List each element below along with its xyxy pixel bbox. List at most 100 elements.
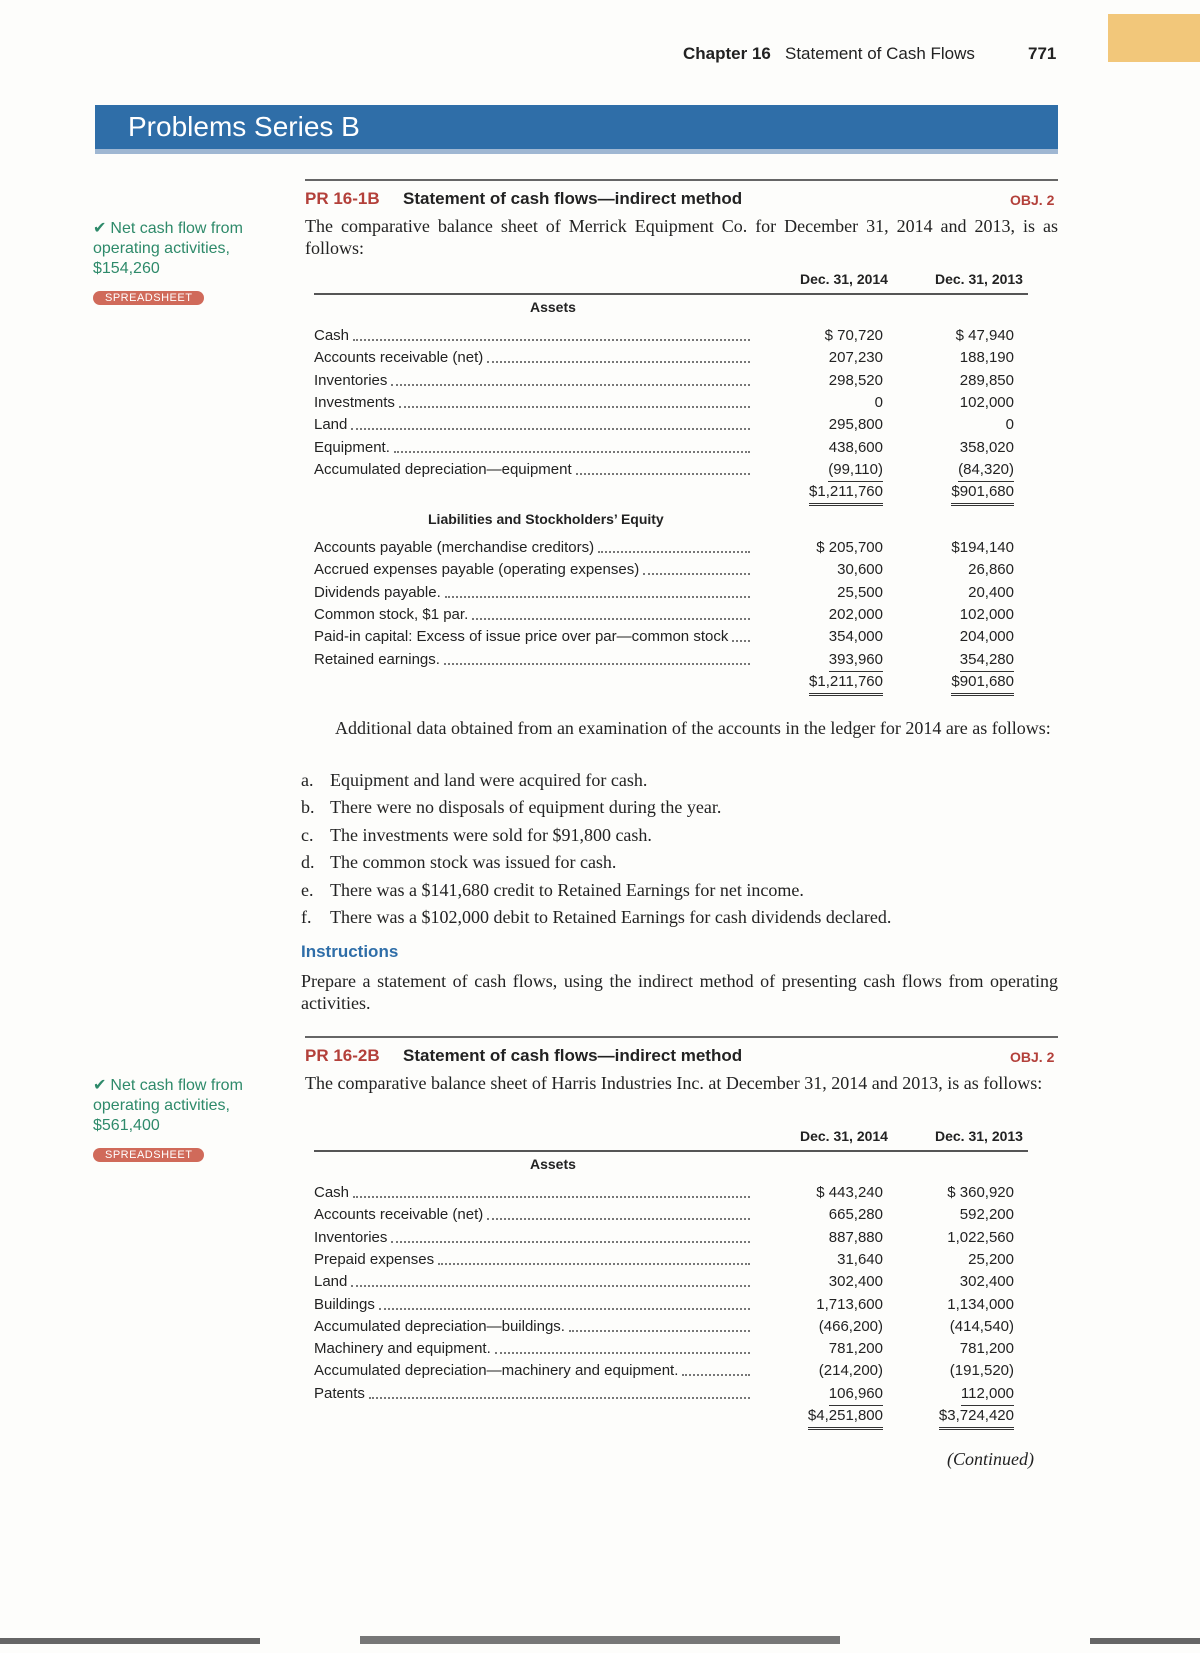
label-text: Dividends payable.	[314, 583, 441, 601]
value-cell: 438,600	[754, 437, 883, 459]
table-row: Paid-in capital: Excess of issue price o…	[314, 626, 1014, 648]
total-value: $901,680	[951, 671, 1014, 696]
dot-leader	[378, 1294, 750, 1310]
total-row: $1,211,760 $901,680	[314, 481, 1014, 507]
dot-leader	[472, 604, 750, 620]
value: $ 360,920	[947, 1184, 1014, 1201]
value-cell: 1,713,600	[754, 1294, 883, 1316]
table-row: Cash $ 443,240 $ 360,920	[314, 1182, 1014, 1204]
row-label: Land	[314, 414, 754, 436]
chapter: Chapter 16	[683, 44, 771, 63]
data-item: e. There was a $141,680 credit to Retaine…	[301, 879, 804, 901]
value: (84,320)	[958, 459, 1014, 482]
check-icon: ✔	[93, 220, 107, 237]
value-cell: 298,520	[754, 370, 883, 392]
value: 31,640	[837, 1250, 883, 1268]
label-text: Machinery and equipment.	[314, 1340, 491, 1358]
value: 20,400	[968, 583, 1014, 601]
value: 781,200	[828, 1340, 883, 1358]
value-cell: 25,200	[883, 1249, 1014, 1271]
column-header: Dec. 31, 2013	[935, 1128, 1023, 1144]
rule	[305, 179, 1058, 181]
table-row: Buildings 1,713,600 1,134,000	[314, 1294, 1014, 1316]
value: 295,800	[828, 416, 883, 434]
additional-data: Additional data obtained from an examina…	[335, 717, 1051, 738]
data-item: d. The common stock was issued for cash.	[301, 851, 616, 873]
label-text: Accounts receivable (net)	[314, 349, 484, 367]
label-text: Prepaid expenses	[314, 1250, 435, 1268]
value-cell: $ 443,240	[754, 1182, 883, 1204]
dot-leader	[444, 582, 750, 598]
spreadsheet-badge: SPREADSHEET	[93, 291, 205, 305]
column-header: Dec. 31, 2014	[800, 271, 888, 287]
objective: OBJ. 2	[1010, 192, 1055, 208]
label-text: Common stock, $1 par.	[314, 606, 469, 623]
value-cell: 26,860	[883, 559, 1014, 581]
label-text: Accumulated depreciation—buildings.	[314, 1317, 565, 1335]
item-letter: f.	[301, 907, 312, 928]
row-label: Patents	[314, 1383, 754, 1405]
total-cell: $1,211,760	[754, 481, 883, 507]
banner-title: Problems Series B	[128, 111, 360, 142]
value: 188,190	[959, 349, 1014, 367]
value-cell: 289,850	[883, 370, 1014, 392]
row-label: Inventories	[314, 1227, 754, 1249]
problem-title: Statement of cash flows—indirect method	[403, 189, 743, 208]
value-cell: 781,200	[883, 1338, 1014, 1360]
problem-title: Statement of cash flows—indirect method	[403, 1046, 743, 1065]
value-cell: 358,020	[883, 437, 1014, 459]
scan-edge	[1090, 1638, 1200, 1644]
section-heading: Liabilities and Stockholders’ Equity	[428, 511, 664, 528]
table-row: Land 295,800 0	[314, 414, 1014, 436]
label-text: Accumulated depreciation—equipment	[314, 460, 572, 478]
label-text: Accounts payable (merchandise creditors)	[314, 539, 595, 557]
dot-leader	[391, 1227, 750, 1243]
value-cell: 302,400	[883, 1271, 1014, 1293]
value-cell: $ 70,720	[754, 325, 883, 347]
value: 1,022,560	[947, 1228, 1014, 1246]
total-row: $1,211,760 $901,680	[314, 671, 1014, 696]
scan-edge	[0, 1638, 260, 1644]
column-header: Dec. 31, 2014	[800, 1128, 888, 1144]
note-text: Net cash flow from operating activities,…	[93, 220, 243, 277]
value-cell: 102,000	[883, 392, 1014, 414]
value: 781,200	[959, 1340, 1014, 1358]
value-cell: 25,500	[754, 582, 883, 604]
dot-leader	[353, 325, 750, 341]
table-row: Common stock, $1 par. 202,000 102,000	[314, 604, 1014, 626]
item-text: There was a $102,000 debit to Retained E…	[330, 907, 892, 928]
total-value: $4,251,800	[807, 1405, 883, 1430]
value: (414,540)	[949, 1317, 1014, 1335]
value: 438,600	[828, 438, 883, 456]
table-row: Dividends payable. 25,500 20,400	[314, 582, 1014, 604]
table-row: Equipment. 438,600 358,020	[314, 437, 1014, 459]
total-row: $4,251,800 $3,724,420	[314, 1405, 1014, 1430]
label-text: Accounts receivable (net)	[314, 1206, 484, 1224]
row-label: Equipment.	[314, 437, 754, 459]
value-cell: (214,200)	[754, 1360, 883, 1382]
dot-leader	[682, 1360, 750, 1377]
table-row: Retained earnings. 393,960 354,280	[314, 649, 1014, 672]
table-row: Accumulated depreciation—machinery and e…	[314, 1360, 1014, 1382]
row-label: Cash	[314, 1182, 754, 1204]
value: 358,020	[959, 438, 1014, 456]
value-cell: 1,022,560	[883, 1227, 1014, 1249]
row-label: Accounts payable (merchandise creditors)	[314, 537, 754, 559]
item-letter: a.	[301, 769, 314, 790]
value-cell: 302,400	[754, 1271, 883, 1293]
label-text: Accrued expenses payable (operating expe…	[314, 561, 640, 579]
value: 102,000	[959, 606, 1014, 623]
header-rule	[314, 293, 1028, 295]
value-cell: 188,190	[883, 347, 1014, 369]
row-label: Accounts receivable (net)	[314, 1204, 754, 1226]
section-name: Statement of Cash Flows	[785, 44, 975, 63]
total-value: $901,680	[951, 481, 1014, 507]
item-text: There was a $141,680 credit to Retained …	[330, 879, 804, 900]
row-label: Retained earnings.	[314, 649, 754, 671]
value-cell: (84,320)	[883, 459, 1014, 482]
label-text: Inventories	[314, 371, 388, 389]
value-cell: 781,200	[754, 1338, 883, 1360]
dot-leader	[575, 459, 750, 475]
spreadsheet-badge: SPREADSHEET	[93, 1148, 205, 1162]
